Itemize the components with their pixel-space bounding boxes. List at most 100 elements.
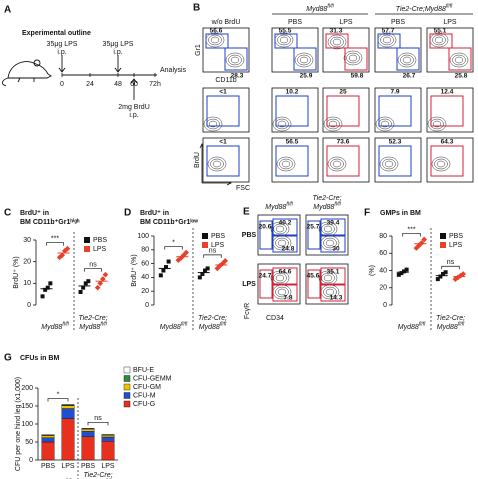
data-point (404, 267, 409, 272)
contour (294, 52, 314, 68)
axis-label: Gr1 (195, 44, 202, 56)
flow-plot: 31.3 59.8 (322, 27, 370, 80)
x-group-label: Myd88fl/fl (79, 322, 107, 331)
x-tick-label: PBS (41, 463, 55, 470)
data-point (164, 265, 169, 270)
mouse-icon (1, 59, 52, 87)
axis-label: BrdU (194, 152, 201, 168)
contour (323, 116, 343, 132)
contour (343, 50, 363, 66)
data-point (86, 279, 91, 284)
significance-bracket (203, 254, 222, 258)
gate (378, 145, 412, 177)
gate (429, 33, 453, 49)
gate-value: 57.7 (382, 28, 395, 35)
x-group-label: Myd88fl/fl (199, 322, 227, 331)
plot-frame (426, 27, 474, 73)
data-point (83, 281, 88, 286)
y-axis-label: BrdU⁺ (%) (131, 254, 138, 286)
gate (396, 47, 420, 71)
data-point (438, 274, 443, 279)
group-label-base: Myd88 (306, 6, 327, 13)
legend-label: LPS (449, 242, 463, 249)
y-tick-label: 100 (137, 233, 149, 240)
gate (293, 47, 317, 71)
contour (323, 286, 337, 298)
bar-segment (81, 431, 95, 437)
legend-label: LPS (93, 246, 107, 253)
data-point (399, 271, 404, 276)
significance-bracket (47, 398, 69, 402)
gate (272, 267, 298, 285)
contour (382, 158, 396, 170)
group-label: Myd88fl/fl (313, 202, 341, 211)
plot-frame (322, 137, 370, 183)
significance-bracket (87, 421, 109, 426)
contour (275, 286, 289, 298)
gate-value: 25.7 (307, 224, 320, 231)
x-group-label-sup: fl/fl (62, 322, 69, 328)
significance-bracket (441, 265, 460, 270)
row-label: LPS (242, 281, 256, 288)
legend-swatch (202, 242, 208, 248)
data-point (396, 272, 401, 277)
y-tick-label: 40 (379, 267, 387, 274)
x-group-label-base: Myd88 (398, 324, 419, 331)
significance-label: *** (407, 226, 415, 233)
x-group-label-line1: Tie2-Cre; (78, 315, 107, 322)
gate (272, 218, 298, 236)
chart-title: BrdU⁺ in (140, 210, 169, 217)
contour (397, 52, 417, 68)
data-point (205, 266, 210, 271)
contour (332, 38, 342, 46)
contour (346, 52, 360, 64)
gate-value: 64.3 (441, 139, 454, 146)
contour (277, 239, 287, 247)
contour (434, 158, 448, 170)
contour (212, 160, 222, 168)
contour (454, 56, 464, 64)
gate (205, 33, 229, 49)
gate-value: 56.6 (210, 28, 223, 35)
y-tick-label: 80 (379, 233, 387, 240)
group-label-sup: fl/fl (327, 4, 334, 10)
contour (277, 120, 287, 128)
gate-value: 30 (332, 246, 340, 253)
plot-frame (271, 87, 319, 133)
significance-bracket (402, 233, 421, 237)
plot-frame (374, 27, 422, 73)
chart-title: BM CD11b⁺Gr1ˡᵒʷ (140, 219, 198, 226)
data-point (460, 271, 467, 277)
chart-title: CFUs in BM (20, 355, 59, 362)
legend-swatch (123, 392, 131, 399)
bar-segment (41, 441, 55, 461)
gate (206, 145, 240, 177)
gate-value: 20.6 (259, 224, 272, 231)
group-label-base: Myd88 (265, 204, 286, 211)
gate (320, 235, 346, 253)
group-label-sup: fl/fl (334, 202, 341, 208)
plot-frame (322, 87, 370, 133)
contour (434, 36, 444, 44)
legend-label: PBS (93, 237, 107, 244)
data-point (102, 271, 109, 278)
contour (275, 225, 285, 233)
x-group-label: Myd88fl/fl (437, 322, 465, 331)
data-point (421, 236, 428, 243)
contour (277, 288, 287, 296)
data-point (183, 249, 190, 256)
y-axis-label: BrdU⁺ (%) (13, 256, 20, 288)
gate (274, 33, 298, 49)
legend-label: CFU-GEMM (133, 375, 172, 382)
gate-value: 24.8 (282, 246, 295, 253)
group-label-base: Tie2-Cre;Myd88 (396, 6, 446, 13)
contour (275, 237, 289, 249)
gate (320, 267, 346, 285)
contour (402, 56, 412, 64)
y-tick-label: 0 (383, 302, 387, 309)
x-tick-label: LPS (61, 463, 75, 470)
data-point (43, 287, 48, 292)
data-point (161, 268, 166, 273)
gate (307, 220, 321, 250)
